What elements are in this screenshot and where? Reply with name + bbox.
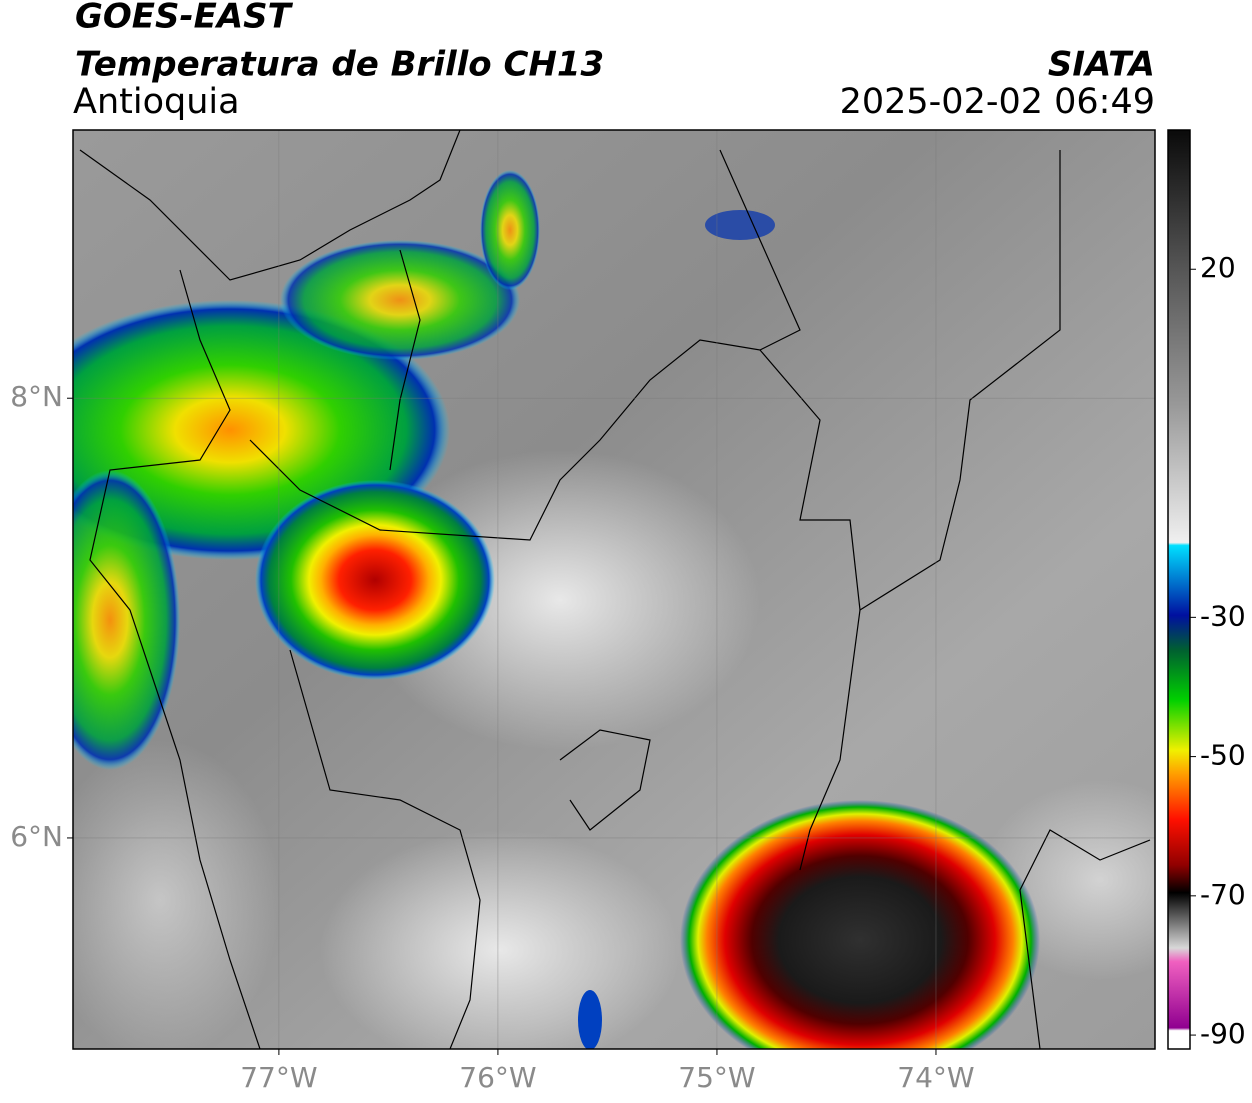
x-tick-label: 77°W bbox=[240, 1061, 317, 1094]
map-frame bbox=[72, 129, 1156, 1050]
y-tick-label: 6°N bbox=[10, 820, 63, 853]
satellite-image bbox=[73, 130, 1155, 1049]
datetime: 2025-02-02 06:49 bbox=[840, 82, 1155, 122]
colorbar-tick-label: 20 bbox=[1200, 251, 1236, 284]
source: SIATA bbox=[1048, 45, 1155, 85]
colorbar-tick-label: -30 bbox=[1200, 599, 1246, 632]
region: Antioquia bbox=[73, 82, 240, 122]
colorbar-tick-label: -50 bbox=[1200, 739, 1246, 772]
subtitle: Temperatura de Brillo CH13 bbox=[75, 45, 604, 85]
title: GOES-EAST bbox=[75, 0, 294, 37]
x-tick-label: 76°W bbox=[459, 1061, 536, 1094]
colorbar-tick-label: -90 bbox=[1200, 1017, 1246, 1050]
x-tick-label: 74°W bbox=[897, 1061, 974, 1094]
y-tick-label: 8°N bbox=[10, 380, 63, 413]
colorbar bbox=[1167, 129, 1191, 1050]
x-tick-label: 75°W bbox=[678, 1061, 755, 1094]
colorbar-tick-label: -70 bbox=[1200, 878, 1246, 911]
